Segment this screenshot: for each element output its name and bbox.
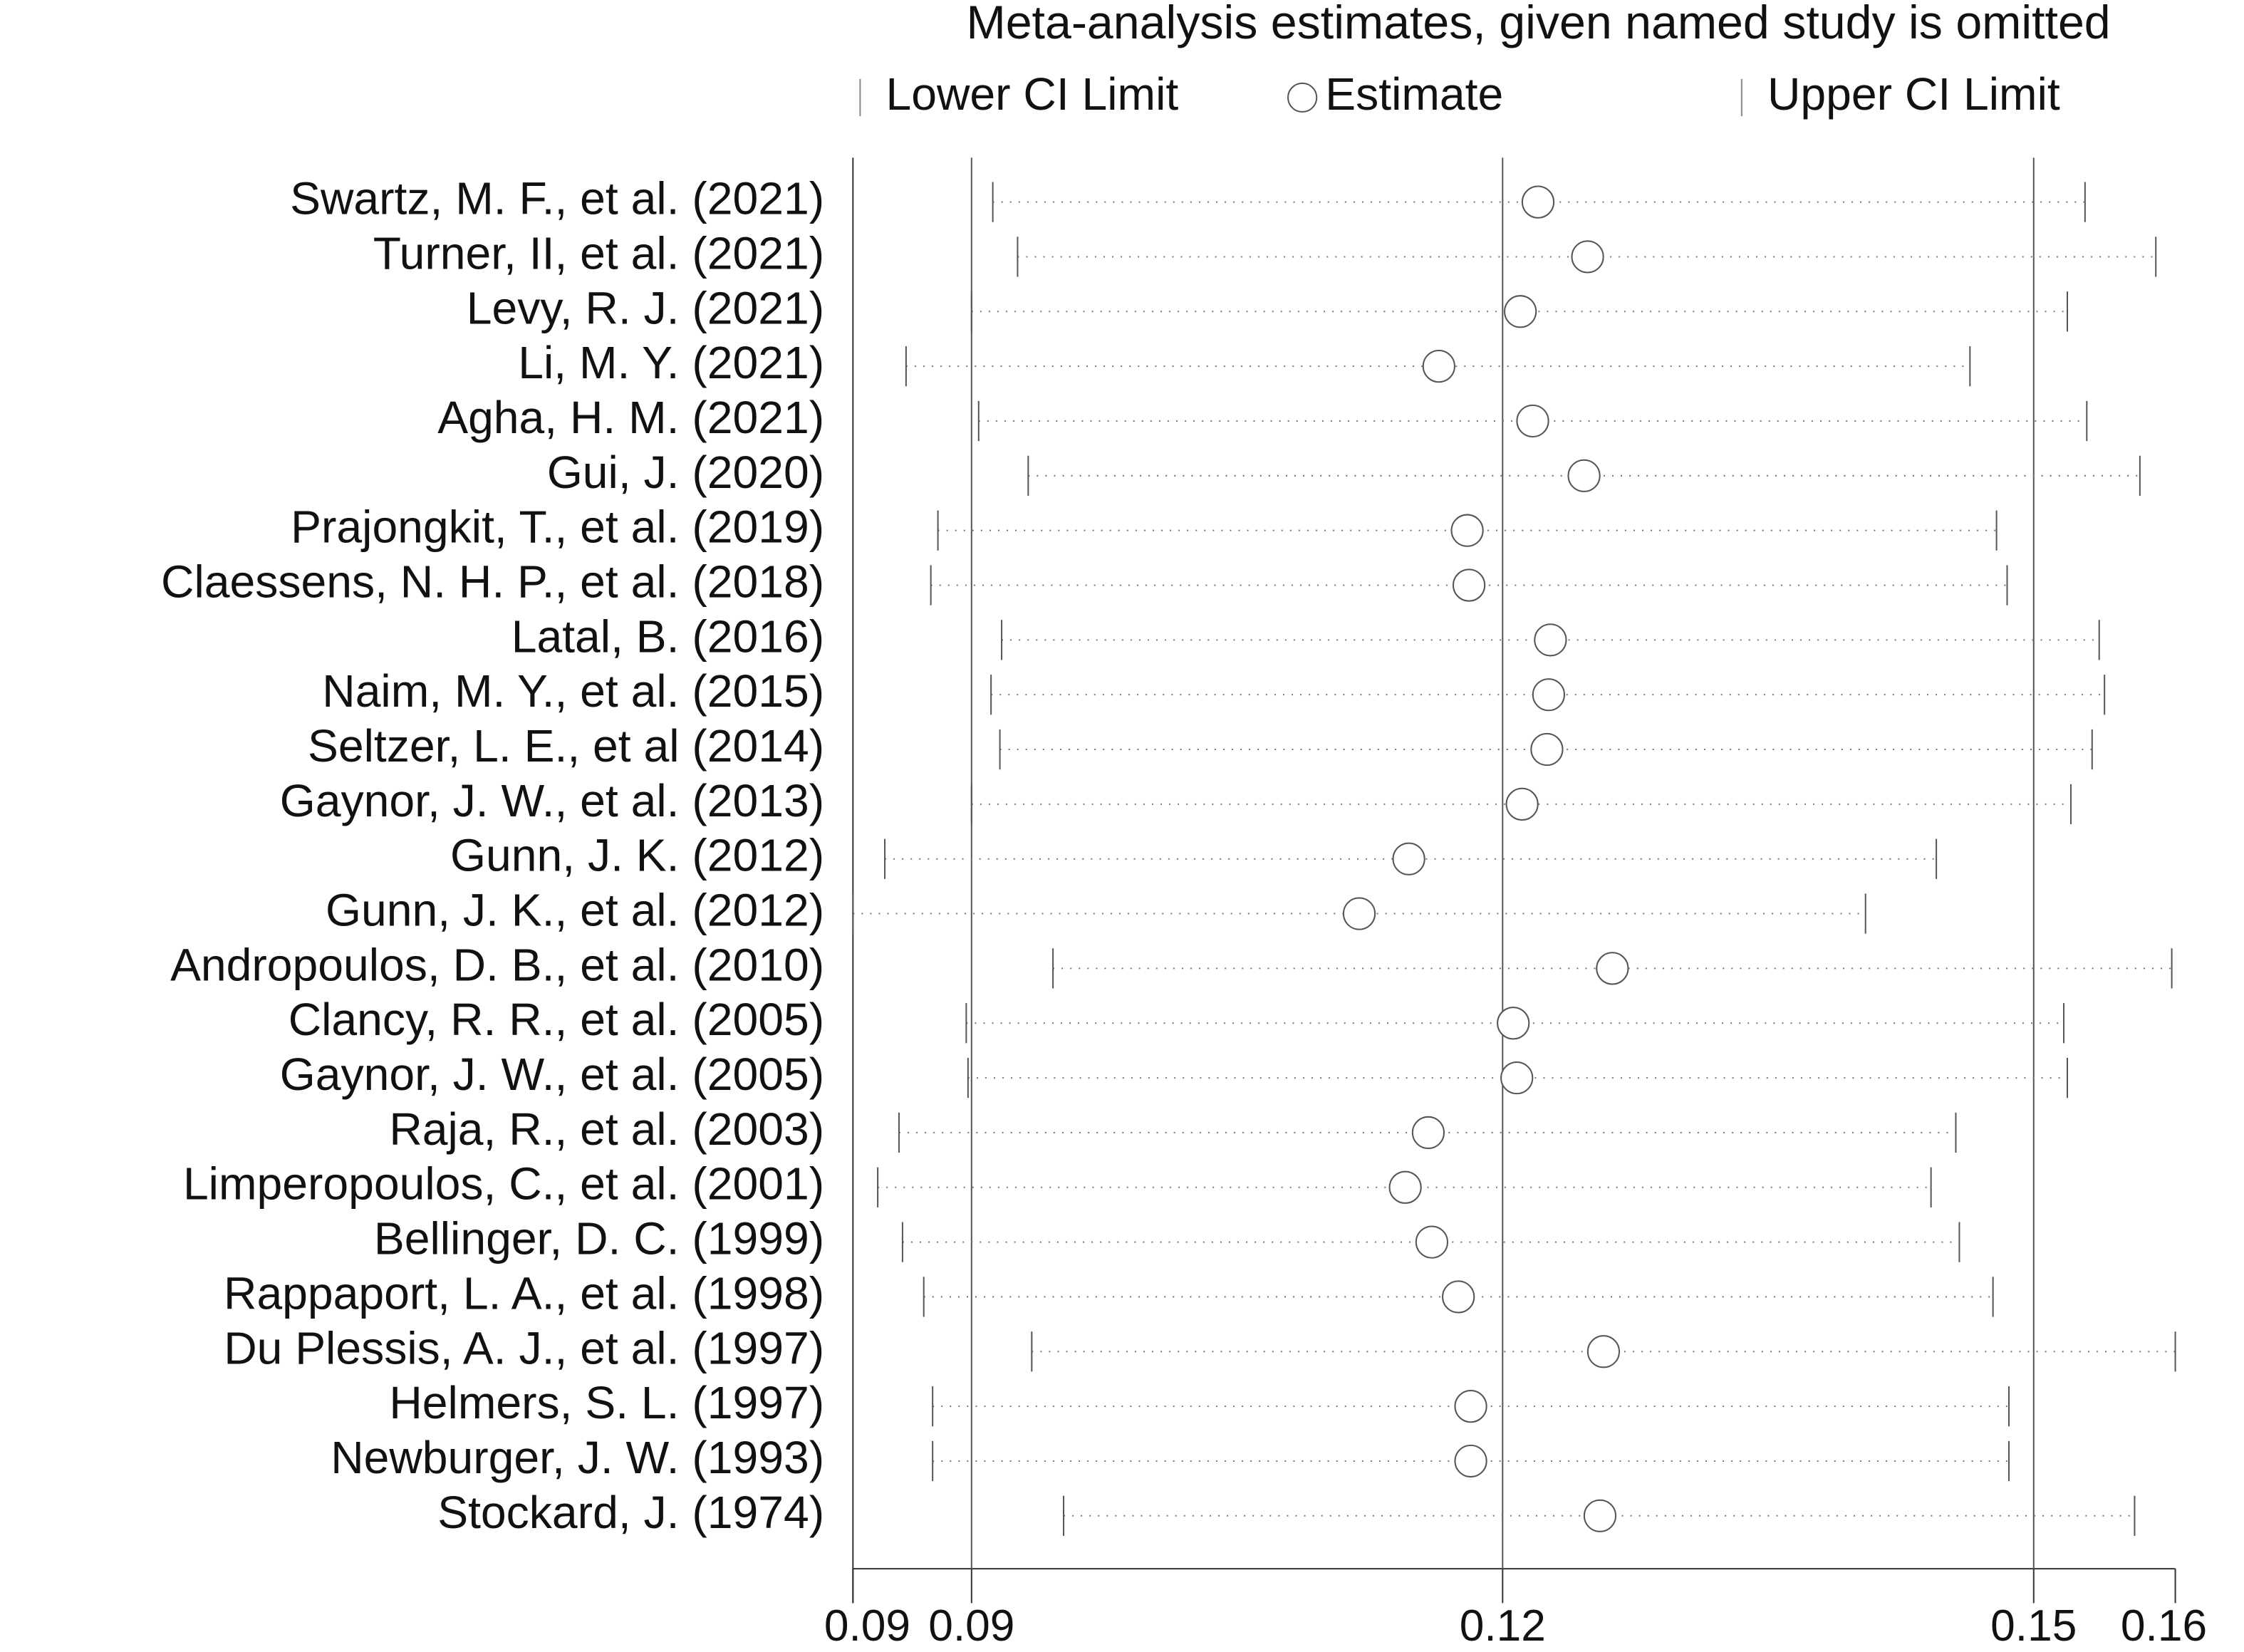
estimate (1596, 952, 1629, 985)
study-label: Levy, R. J. (2021) (467, 282, 824, 333)
study-label: Turner, II, et al. (2021) (373, 227, 824, 279)
study-label: Clancy, R. R., et al. (2005) (289, 994, 824, 1045)
estimate (1567, 459, 1601, 492)
estimate (1342, 897, 1376, 930)
study-label: Latal, B. (2016) (511, 611, 824, 662)
study-label: Claessens, N. H. P., et al. (2018) (161, 556, 824, 607)
x-tick-label: 0.09 (928, 1601, 1014, 1651)
study-label: Naim, M. Y., et al. (2015) (322, 665, 824, 717)
estimate (1415, 1225, 1448, 1259)
x-tick-label: 0.15 (1990, 1601, 2077, 1651)
study-label: Gaynor, J. W., et al. (2005) (280, 1049, 824, 1100)
estimate (1422, 350, 1455, 383)
legend-label: Estimate (1325, 68, 1503, 120)
estimate (1454, 1390, 1487, 1423)
estimate (1454, 1444, 1487, 1478)
estimate (1497, 1007, 1530, 1040)
study-label: Stockard, J. (1974) (437, 1487, 824, 1538)
estimate (1388, 1170, 1422, 1204)
estimate (1586, 1335, 1621, 1368)
study-label: Gunn, J. K. (2012) (450, 830, 824, 881)
x-tick-label: 0.12 (1460, 1601, 1546, 1651)
study-label: Prajongkit, T., et al. (2019) (291, 502, 824, 553)
legend-label: Lower CI Limit (886, 68, 1179, 120)
study-label: Raja, R., et al. (2003) (389, 1103, 824, 1155)
study-label: Newburger, J. W. (1993) (331, 1432, 824, 1483)
estimate (1521, 185, 1555, 219)
study-label: Helmers, S. L. (1997) (389, 1377, 824, 1428)
estimate (1504, 295, 1537, 328)
study-label: Seltzer, L. E., et al (2014) (308, 720, 824, 772)
estimate (1392, 842, 1425, 876)
study-label: Gunn, J. K., et al. (2012) (326, 885, 824, 936)
estimate (1411, 1116, 1445, 1150)
study-label: Gaynor, J. W., et al. (2013) (280, 775, 824, 826)
legend-label: Upper CI Limit (1767, 68, 2060, 120)
study-label: Gui, J. (2020) (547, 447, 824, 498)
estimate (1505, 787, 1539, 821)
legend-marker (1287, 82, 1318, 113)
estimate (1571, 240, 1604, 274)
estimate (1532, 678, 1566, 712)
x-tick-label: 0.16 (2121, 1601, 2207, 1651)
estimate (1500, 1061, 1534, 1095)
study-label: Swartz, M. F., et al. (2021) (290, 173, 824, 224)
study-label: Limperopoulos, C., et al. (2001) (183, 1158, 824, 1210)
study-label: Rappaport, L. A., et al. (1998) (224, 1267, 824, 1319)
estimate (1450, 514, 1484, 547)
estimate (1516, 404, 1549, 438)
estimate (1530, 732, 1564, 767)
study-label: Andropoulos, D. B., et al. (2010) (170, 939, 824, 990)
estimate (1583, 1499, 1617, 1532)
estimate (1442, 1280, 1475, 1314)
estimate (1534, 623, 1567, 657)
x-tick-label: 0.09 (824, 1601, 910, 1651)
study-label: Bellinger, D. C. (1999) (374, 1213, 824, 1264)
estimate (1452, 568, 1486, 602)
chart-title: Meta-analysis estimates, given named stu… (966, 0, 2110, 49)
study-label: Agha, H. M. (2021) (437, 392, 824, 443)
study-label: Du Plessis, A. J., et al. (1997) (224, 1322, 824, 1373)
study-label: Li, M. Y. (2021) (518, 337, 824, 388)
